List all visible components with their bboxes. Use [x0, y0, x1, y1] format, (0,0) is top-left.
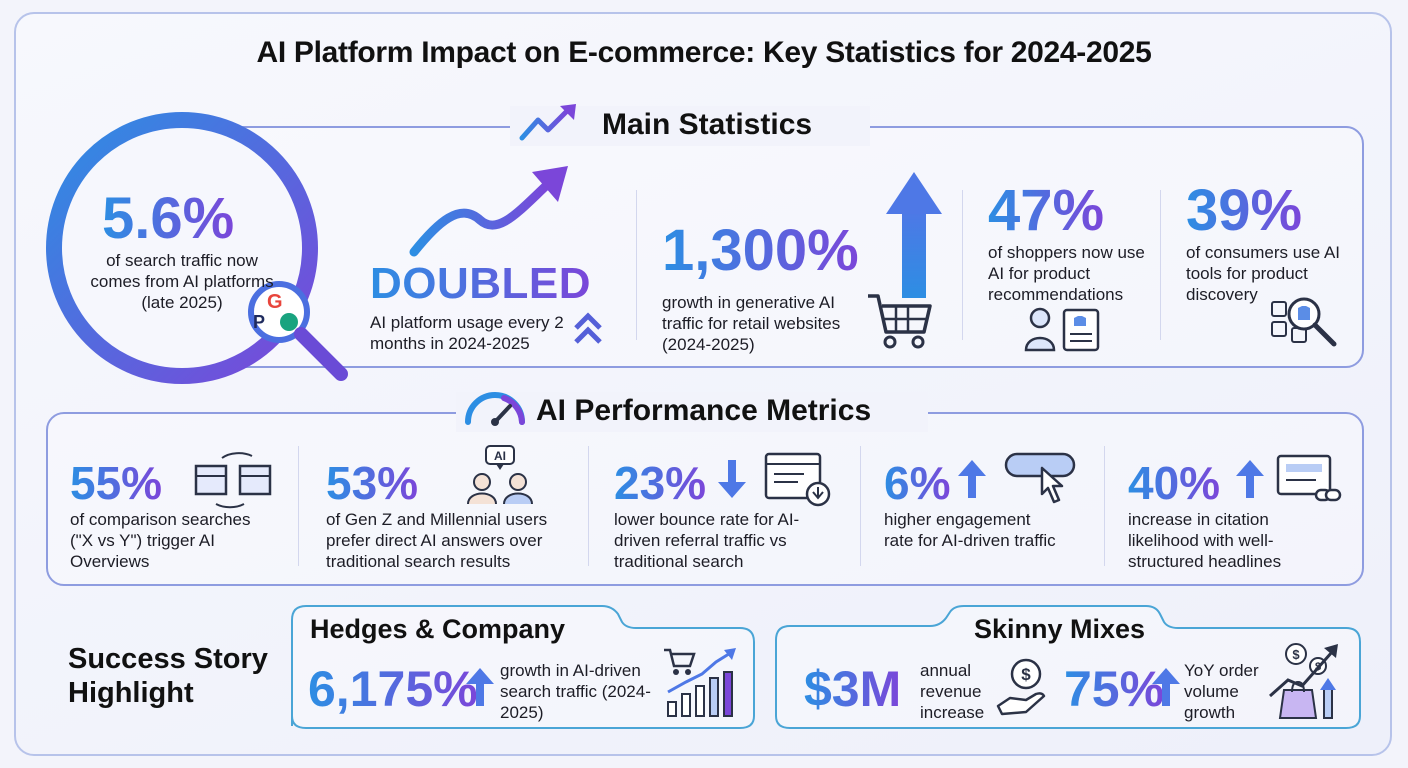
- trend-up-icon: [519, 104, 576, 141]
- arrow-up-icon: [1152, 668, 1180, 706]
- cart-bar-chart-icon: [664, 648, 736, 717]
- metric-53-value: 53%: [326, 457, 419, 509]
- user-product-icon: [1024, 307, 1100, 352]
- skinny-name: Skinny Mixes: [974, 614, 1146, 644]
- hero-ring: [46, 112, 318, 384]
- growth-text: growth in generative AI traffic for reta…: [662, 293, 841, 354]
- metric-40-value: 40%: [1128, 457, 1221, 509]
- box-compare-icon: [194, 452, 272, 509]
- metrics-box: [46, 412, 1364, 586]
- svg-text:$: $: [1021, 665, 1031, 684]
- shoppers-text: of shoppers now use AI for product recom…: [988, 243, 1145, 304]
- metric-55-value: 55%: [70, 457, 163, 509]
- hedges-name: Hedges & Company: [310, 614, 566, 644]
- metric-55-text: of comparison searches ("X vs Y") trigge…: [70, 510, 251, 571]
- skinny-card-frame: [775, 605, 1361, 729]
- browser-download-icon: [764, 452, 831, 507]
- metrics-title: AI Performance Metrics: [456, 392, 928, 432]
- divider: [636, 190, 637, 340]
- main-stats-title: Main Statistics: [510, 104, 870, 146]
- success-label: Success Story Highlight: [68, 643, 268, 709]
- growth-value: 1,300%: [662, 218, 859, 283]
- big-arrow-up-icon: [886, 172, 942, 298]
- skinny-value-2: 75%: [1064, 661, 1165, 717]
- divider: [1160, 190, 1161, 340]
- svg-text:G: G: [267, 291, 283, 313]
- main-stats-title-text: Main Statistics: [602, 108, 813, 141]
- consumers-value: 39%: [1186, 178, 1303, 243]
- consumers-text: of consumers use AI tools for product di…: [1186, 243, 1341, 304]
- metric-6-text: higher engagement rate for AI-driven tra…: [884, 510, 1056, 550]
- metrics-title-text: AI Performance Metrics: [536, 394, 872, 427]
- svg-text:$: $: [1292, 647, 1300, 662]
- click-button-icon: [1004, 452, 1076, 504]
- skinny-text-1: annual revenue increase: [920, 661, 985, 722]
- hedges-card-frame: [291, 605, 755, 729]
- double-chevron-up-icon: [574, 312, 602, 344]
- shopping-cart-icon: [868, 294, 932, 349]
- arrow-down-icon: [718, 460, 746, 498]
- doubled-text: AI platform usage every 2 months in 2024…: [370, 313, 564, 353]
- doubled-trend-icon: [409, 166, 568, 257]
- divider: [962, 190, 963, 340]
- arrow-up-icon: [466, 668, 494, 706]
- metric-53-text: of Gen Z and Millennial users prefer dir…: [326, 510, 548, 571]
- metric-23-text: lower bounce rate for AI-driven referral…: [614, 510, 800, 571]
- metric-6-value: 6%: [884, 457, 951, 509]
- arrow-up-icon: [958, 460, 986, 498]
- divider: [1104, 446, 1105, 566]
- ai-bubble-label: AI: [494, 449, 506, 463]
- metric-23-value: 23%: [614, 457, 707, 509]
- headline-link-icon: [1276, 454, 1342, 502]
- skinny-text-2: YoY order volume growth: [1184, 661, 1259, 722]
- product-search-icon: [1271, 297, 1337, 347]
- skinny-value-1: $3M: [804, 661, 902, 717]
- hand-coin-icon: $: [996, 658, 1046, 716]
- divider: [298, 446, 299, 566]
- hero-text: of search traffic now comes from AI plat…: [90, 251, 274, 312]
- divider: [588, 446, 589, 566]
- magnifier-icon: G P: [248, 281, 348, 381]
- svg-text:P: P: [253, 312, 265, 332]
- metric-40-text: increase in citation likelihood with wel…: [1128, 510, 1282, 571]
- hedges-text: growth in AI-driven search traffic (2024…: [500, 661, 651, 722]
- shoppers-value: 47%: [988, 178, 1105, 243]
- hero-value: 5.6%: [102, 186, 235, 251]
- page-title: AI Platform Impact on E-commerce: Key St…: [256, 36, 1152, 69]
- shopping-bag-growth-icon: $ $: [1269, 643, 1338, 719]
- doubled-value: DOUBLED: [370, 259, 592, 308]
- users-ai-icon: AI: [467, 445, 533, 505]
- divider: [860, 446, 861, 566]
- arrow-up-icon: [1236, 460, 1264, 498]
- gauge-icon: [465, 392, 525, 426]
- hedges-value: 6,175%: [308, 661, 478, 717]
